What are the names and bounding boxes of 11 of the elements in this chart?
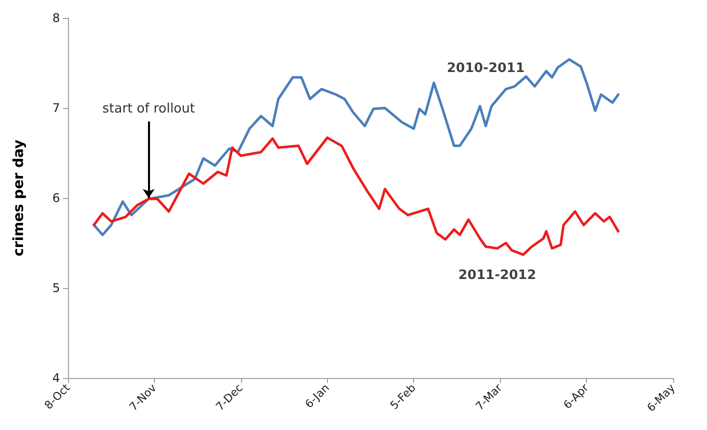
line-series — [92, 58, 620, 236]
series-label: 2011-2012 — [458, 268, 536, 283]
annotation: start of rollout — [102, 102, 195, 116]
y-tick-label: 7 — [52, 101, 60, 115]
series-label: 2010-2011 — [446, 60, 525, 76]
line-series — [92, 136, 620, 256]
y-axis-title: crimes per day — [11, 140, 27, 256]
y-tick-label: 8 — [52, 11, 60, 25]
y-tick-label: 5 — [52, 281, 60, 295]
y-tick-label: 6 — [52, 191, 60, 205]
y-tick-label: 4 — [52, 371, 60, 385]
